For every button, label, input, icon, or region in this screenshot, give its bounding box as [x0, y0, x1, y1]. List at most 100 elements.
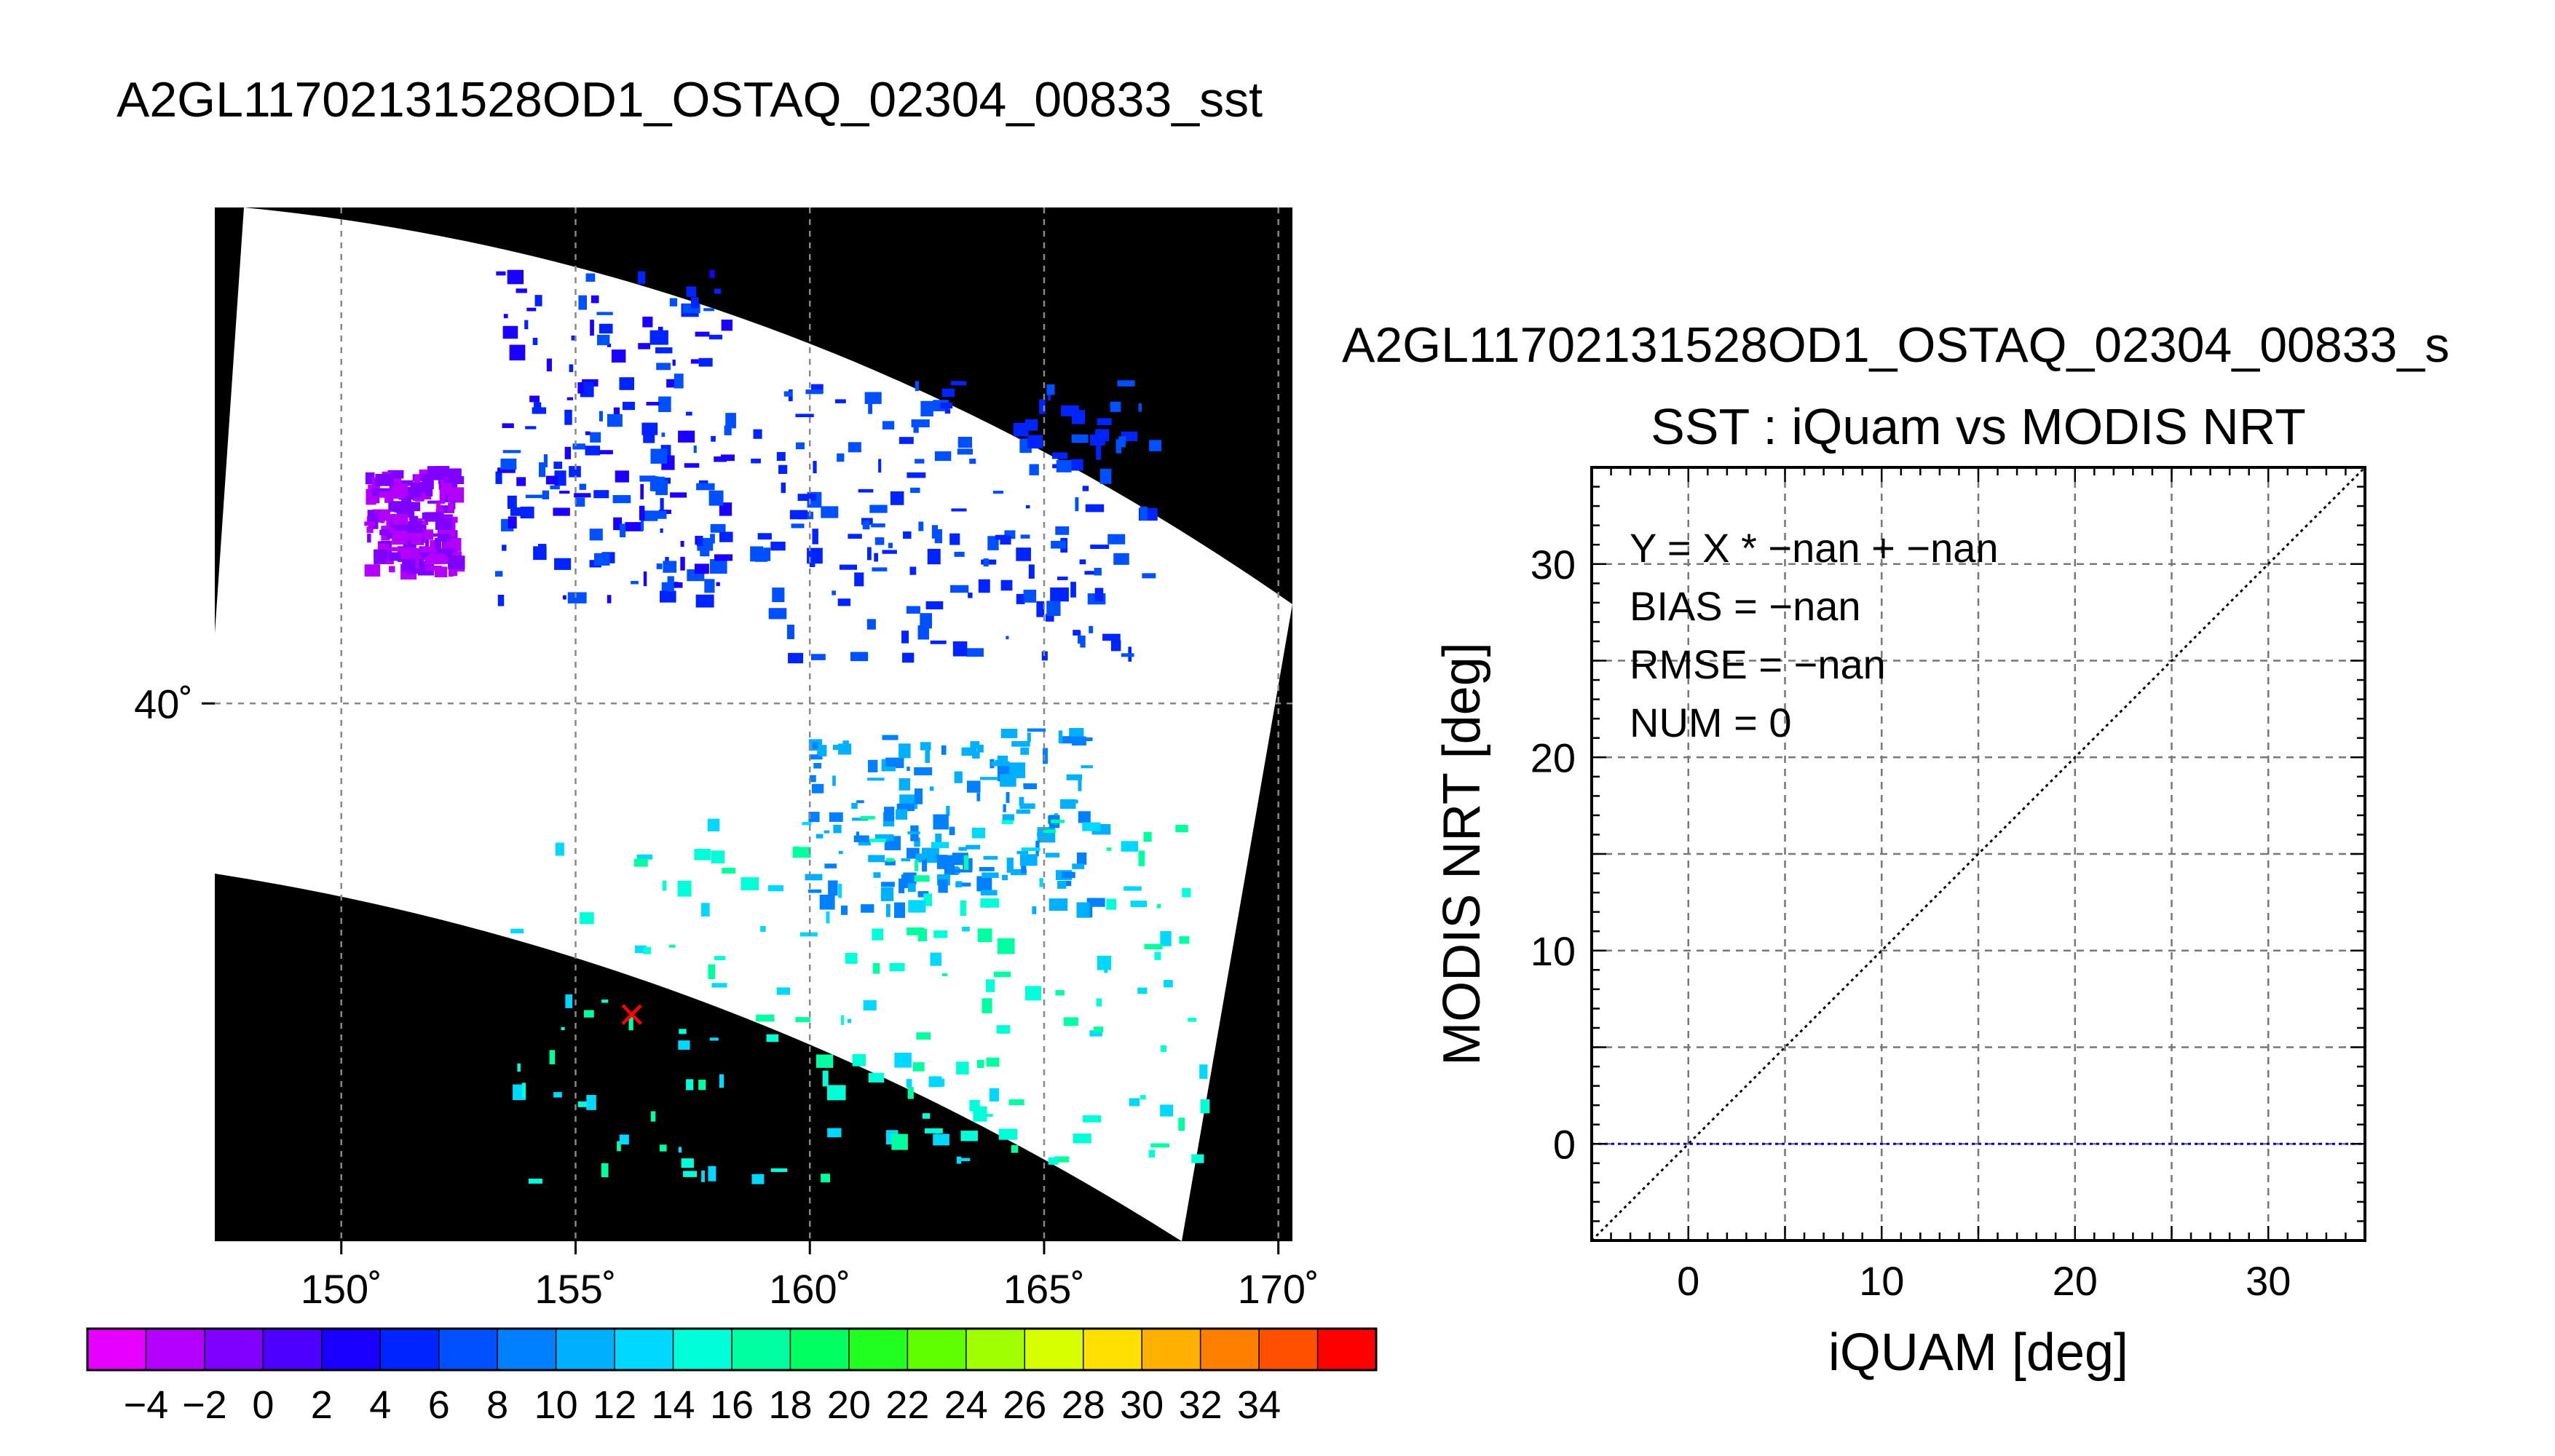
sst-pixel — [960, 1158, 971, 1161]
sst-pixel — [1027, 728, 1046, 732]
sst-pixel — [660, 590, 676, 603]
sst-pixel — [1055, 526, 1070, 535]
sst-pixel — [766, 1034, 779, 1042]
sst-pixel — [916, 1032, 931, 1040]
sst-pixel — [679, 1029, 687, 1034]
sst-pixel — [725, 413, 736, 429]
sst-pixel — [1199, 1064, 1208, 1079]
sst-pixel — [1050, 587, 1069, 602]
colorbar-tick-labels: −4 −2 0 2 4 6 8 10 12 14 16 18 20 22 24 26 28 30 32 34 — [124, 1383, 1281, 1427]
sst-pixel — [538, 544, 547, 560]
sst-pixel — [503, 314, 508, 319]
sst-pixel — [952, 641, 968, 657]
sst-pixel — [1046, 384, 1055, 395]
sst-pixel — [529, 395, 540, 403]
sst-pixel — [1008, 1099, 1024, 1106]
sst-pixel — [941, 973, 948, 976]
sst-pixel — [525, 494, 543, 499]
sst-pixel — [1057, 880, 1067, 889]
sst-pixel — [797, 494, 817, 501]
map-lon-tick-label: 170˚ — [1238, 1266, 1319, 1312]
sst-pixels — [364, 269, 1210, 1184]
colorbar-tick-label: 24 — [944, 1383, 988, 1427]
sst-pixel — [662, 880, 667, 891]
sst-pixel — [1179, 936, 1190, 944]
sst-pixel — [829, 812, 843, 822]
sst-pixel — [834, 399, 846, 403]
sst-pixel — [1010, 869, 1027, 876]
sst-pixel — [741, 877, 759, 890]
sst-pixel — [1082, 486, 1089, 491]
sst-pixel — [500, 458, 517, 470]
sst-pixel — [949, 826, 955, 836]
sst-pixel — [562, 595, 566, 600]
sst-pixel — [805, 874, 823, 881]
sst-pixel — [1096, 998, 1102, 1007]
sst-pixel — [1072, 863, 1085, 869]
sst-pixel — [809, 775, 816, 783]
sst-pixel — [1140, 1095, 1146, 1100]
sst-pixel — [696, 483, 715, 491]
sst-pixel — [559, 491, 570, 494]
sst-pixel — [1056, 459, 1072, 472]
sst-pixel — [1110, 401, 1121, 412]
colorbar-swatch — [907, 1329, 967, 1370]
sst-pixel — [414, 474, 421, 483]
sst-pixel — [1076, 902, 1090, 918]
sst-pixel — [1175, 824, 1188, 833]
sst-pixel — [415, 555, 419, 569]
sst-pixel — [885, 757, 904, 767]
sst-pixel — [950, 381, 967, 386]
sst-pixel — [387, 470, 404, 479]
sst-pixel — [1049, 898, 1068, 911]
sst-pixel — [1046, 601, 1061, 617]
sst-pixel — [1016, 809, 1030, 814]
sst-pixel — [957, 436, 973, 448]
sst-pixel — [991, 761, 1010, 767]
sst-pixel — [586, 1095, 596, 1110]
sst-pixel — [1097, 955, 1112, 970]
sst-pixel — [374, 509, 379, 513]
sst-pixel — [885, 858, 895, 862]
sst-pixel — [1024, 986, 1041, 1001]
sst-pixel — [772, 587, 785, 603]
sst-pixel — [1002, 874, 1008, 881]
sst-pixel — [437, 533, 451, 541]
sst-pixel — [941, 388, 955, 397]
sst-pixel — [821, 506, 839, 518]
sst-pixel — [891, 1133, 908, 1150]
sst-pixel — [966, 648, 984, 657]
colorbar-tick-label: −4 — [124, 1383, 169, 1427]
sst-pixel — [637, 271, 646, 285]
sst-pixel — [724, 425, 732, 435]
sst-pixel — [660, 498, 664, 510]
sst-pixel — [502, 325, 518, 339]
sst-pixel — [569, 466, 581, 478]
sst-pixel — [808, 889, 822, 893]
sst-pixel — [643, 434, 655, 443]
sst-pixel — [1054, 1156, 1070, 1163]
colorbar-tick-label: 6 — [428, 1383, 450, 1427]
sst-pixel — [652, 476, 658, 491]
sst-pixel — [701, 1170, 705, 1182]
colorbar-swatch — [438, 1329, 498, 1370]
colorbar-swatch — [1259, 1329, 1319, 1370]
sst-pixel — [816, 1054, 834, 1068]
sst-pixel — [934, 451, 952, 462]
sst-pixel — [678, 430, 695, 443]
colorbar-tick-label: 18 — [768, 1383, 812, 1427]
sst-pixel — [446, 537, 462, 552]
sst-pixel — [837, 598, 851, 606]
sst-pixel — [665, 557, 669, 563]
sst-pixel — [944, 866, 959, 875]
sst-pixel — [901, 858, 911, 862]
map-lon-tick-label: 160˚ — [769, 1266, 850, 1312]
sst-pixel — [714, 956, 726, 961]
sst-pixel — [639, 505, 645, 521]
sst-pixel — [1102, 633, 1121, 641]
sst-pixel — [880, 887, 894, 901]
sst-pixel — [920, 742, 931, 751]
sst-pixel — [838, 850, 843, 855]
sst-pixel — [593, 553, 610, 566]
